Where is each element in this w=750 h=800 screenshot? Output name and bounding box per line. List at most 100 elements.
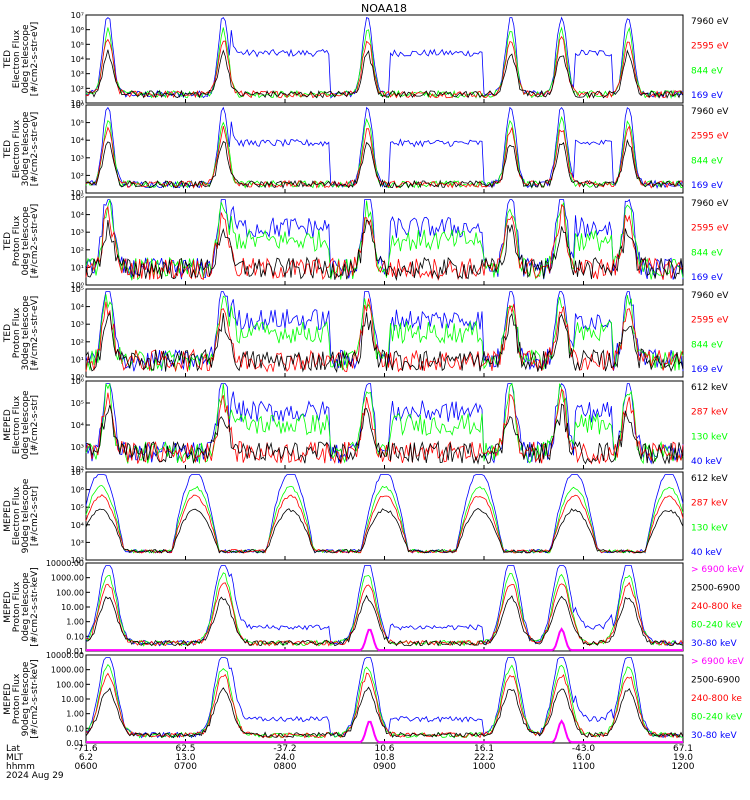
trace-black — [85, 594, 684, 647]
y-tick-label: 10² — [71, 171, 84, 180]
panel-4-traces — [85, 291, 684, 373]
panel-3: 10⁰ 10¹ 10² 10³ 10⁴ 10⁵ TED Proton Flux 0deg tel… — [3, 193, 729, 290]
trace-green — [85, 485, 684, 554]
y-axis-label-line: Electron Flux — [12, 395, 22, 454]
trace-black — [85, 508, 684, 554]
trace-blue — [85, 474, 684, 554]
panel-7-traces — [85, 565, 684, 652]
x-tick-lat: 10.6 — [374, 744, 394, 754]
y-tick-label: 1000.00 — [51, 574, 84, 583]
legend-entry: 844 eV — [691, 340, 724, 350]
x-tick-mlt: 13.0 — [175, 753, 195, 763]
y-tick-label: 10⁴ — [71, 136, 84, 145]
legend-entry: 80-240 keV — [691, 621, 743, 631]
y-tick-label: 10⁴ — [71, 211, 84, 220]
legend-entry: 169 eV — [691, 273, 724, 283]
y-axis-label-line: [#/cm2-s-str-keV] — [30, 567, 40, 646]
legend-entry: 612 keV — [691, 383, 728, 393]
x-tick-hhmm: 1000 — [473, 762, 496, 772]
y-axis-label-line: Proton Flux — [12, 581, 22, 632]
y-tick-label: 100.00 — [56, 680, 84, 689]
y-tick-label: 10² — [71, 338, 84, 347]
y-axis-label-line: 0deg telescope — [21, 390, 31, 460]
legend-entry: 2595 eV — [691, 316, 729, 326]
legend-entry: > 6900 keV — [691, 565, 745, 575]
trace-blue — [85, 565, 684, 647]
x-tick-hhmm: 0900 — [373, 762, 396, 772]
panel-6-traces — [85, 474, 684, 554]
y-axis-label-line: [#/cm2-s-str-eV] — [30, 112, 40, 187]
y-tick-label: 10⁵ — [71, 285, 84, 294]
y-axis-label-line: 30deg telescope — [21, 295, 31, 370]
y-tick-label: 10⁵ — [71, 119, 84, 128]
y-axis-label-line: [#/cm2-s-str] — [30, 395, 40, 455]
legend-entry: 130 keV — [691, 432, 728, 442]
y-tick-label: 10⁵ — [71, 503, 84, 512]
y-axis-label-line: TED — [3, 140, 13, 159]
trace-red — [85, 125, 684, 189]
panel-2: 10¹ 10² 10³ 10⁴ 10⁵ 10⁶ TED Electron Flux 30deg … — [3, 101, 729, 198]
legend-entry: 844 eV — [691, 156, 724, 166]
y-tick-label: 1.00 — [66, 618, 84, 627]
panel-1: 10¹ 10² 10³ 10⁴ 10⁵ 10⁶ 10⁷ TED Electron Flux 0de… — [3, 11, 729, 108]
x-tick-mlt: 24.0 — [275, 753, 295, 763]
y-axis-label-line: 0deg telescope — [21, 24, 31, 94]
y-tick-label: 1000.00 — [51, 666, 84, 675]
y-tick-label: 10000.00 — [46, 559, 84, 568]
legend-entry: 7960 eV — [691, 291, 729, 301]
y-axis-label-line: 30deg telescope — [21, 111, 31, 186]
x-tick-mlt: 6.2 — [79, 753, 93, 763]
y-tick-label: 10² — [71, 465, 84, 474]
y-axis-label-line: MEPED — [3, 591, 13, 623]
trace-red — [85, 581, 684, 647]
y-tick-label: 10⁶ — [71, 101, 84, 110]
x-axis-date: 2024 Aug 29 — [6, 771, 64, 781]
y-tick-label: 100.00 — [56, 588, 84, 597]
trace-red — [85, 388, 684, 465]
panel-3-traces — [85, 198, 684, 282]
legend-entry: 7960 eV — [691, 17, 729, 27]
legend-entry: 40 keV — [691, 457, 723, 467]
legend-entry: 2500-6900 — [691, 584, 740, 594]
trace-blue — [85, 198, 684, 280]
x-tick-mlt: 6.0 — [576, 753, 591, 763]
y-tick-label: 10⁴ — [71, 303, 84, 312]
panel-4: 10⁰ 10¹ 10² 10³ 10⁴ 10⁵ TED Proton Flux 30deg te… — [3, 285, 729, 382]
panel-frame — [85, 104, 684, 194]
panel-frame — [85, 654, 684, 744]
trace-black — [85, 138, 684, 189]
x-tick-hhmm: 0700 — [174, 762, 197, 772]
y-axis-label-line: [#/cm2-s-str] — [30, 486, 40, 546]
y-tick-label: 10¹ — [71, 355, 84, 364]
y-tick-label: 10⁰ — [71, 281, 84, 290]
legend-entry: 30-80 keV — [691, 639, 737, 649]
trace-red — [85, 35, 684, 99]
trace-magenta — [86, 627, 683, 652]
legend-entry: 169 eV — [691, 181, 724, 191]
y-axis-label-line: [#/cm2-s-str-eV] — [30, 296, 40, 371]
panel-1-traces — [85, 16, 684, 99]
x-row-label: Lat — [6, 744, 21, 754]
y-axis-label-line: Electron Flux — [12, 119, 22, 178]
trace-black — [85, 403, 684, 465]
panel-frame — [85, 14, 684, 104]
trace-black — [85, 686, 684, 739]
x-tick-lat: 62.5 — [175, 744, 195, 754]
trace-green — [85, 572, 684, 647]
x-tick-lat: 16.1 — [474, 744, 494, 754]
y-tick-label: 0.01 — [66, 739, 84, 748]
y-tick-label: 10⁴ — [71, 521, 84, 530]
y-tick-label: 10.00 — [61, 603, 84, 612]
y-tick-label: 10⁴ — [71, 421, 84, 430]
y-axis-label-line: Proton Flux — [12, 673, 22, 724]
y-tick-label: 10² — [71, 246, 84, 255]
panel-2-traces — [85, 106, 684, 189]
y-tick-label: 10² — [71, 84, 84, 93]
y-tick-label: 10⁰ — [71, 373, 84, 382]
y-tick-label: 10⁵ — [71, 193, 84, 202]
y-axis-label-line: MEPED — [3, 683, 13, 715]
y-axis-label-line: Electron Flux — [12, 29, 22, 88]
y-tick-label: 10⁶ — [71, 26, 84, 35]
